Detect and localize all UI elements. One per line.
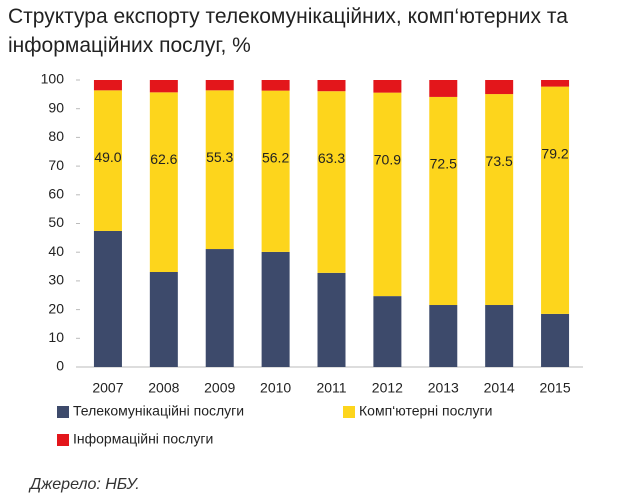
bar-segment bbox=[93, 90, 122, 231]
source-note: Джерело: НБУ. bbox=[30, 476, 140, 493]
value-label: 72.5 bbox=[430, 156, 457, 172]
y-tick-label: 20 bbox=[48, 300, 64, 316]
y-tick-label: 70 bbox=[48, 157, 64, 173]
y-tick-label: 50 bbox=[48, 214, 64, 230]
bar-segment bbox=[485, 305, 514, 367]
legend-swatch bbox=[343, 406, 355, 418]
bar-segment bbox=[205, 249, 234, 367]
bar-segment bbox=[541, 86, 570, 314]
bar-segment bbox=[149, 80, 178, 93]
bar-segment bbox=[205, 80, 234, 91]
chart-title: Структура експорту телекомунікаційних, к… bbox=[8, 5, 568, 57]
y-tick-label: 0 bbox=[56, 358, 64, 374]
bar-segment bbox=[317, 80, 346, 92]
value-label: 49.0 bbox=[94, 149, 121, 165]
bar-segment bbox=[261, 80, 290, 91]
x-tick-label: 2008 bbox=[148, 380, 179, 396]
value-label: 63.3 bbox=[318, 150, 345, 166]
bar-segment bbox=[93, 230, 122, 367]
value-label: 55.3 bbox=[206, 149, 233, 165]
y-tick-label: 100 bbox=[41, 71, 65, 87]
bar-segment bbox=[429, 96, 458, 306]
bar-segment bbox=[317, 91, 346, 273]
bar-segment bbox=[149, 272, 178, 367]
y-tick-label: 60 bbox=[48, 186, 64, 202]
bar-segment bbox=[429, 305, 458, 367]
legend-swatch bbox=[57, 434, 69, 446]
y-tick-label: 80 bbox=[48, 128, 64, 144]
x-tick-label: 2014 bbox=[484, 380, 515, 396]
bar-segment bbox=[261, 90, 290, 252]
x-tick-label: 2010 bbox=[260, 380, 291, 396]
bar-segment bbox=[205, 90, 234, 250]
bar-segment bbox=[373, 296, 402, 367]
bar-segment bbox=[261, 251, 290, 367]
bar-segment bbox=[373, 80, 402, 93]
bar-segment bbox=[541, 313, 570, 367]
bar-segment bbox=[485, 80, 514, 95]
bar-segment bbox=[93, 80, 122, 91]
value-label: 79.2 bbox=[541, 145, 568, 161]
x-tick-label: 2009 bbox=[204, 380, 235, 396]
bar-segment bbox=[149, 92, 178, 273]
value-label: 73.5 bbox=[486, 153, 513, 169]
x-tick-label: 2007 bbox=[92, 380, 123, 396]
y-tick-label: 10 bbox=[48, 329, 64, 345]
bar-segment bbox=[429, 80, 458, 97]
bar-segment bbox=[541, 80, 570, 87]
value-label: 62.6 bbox=[150, 151, 177, 167]
x-tick-label: 2011 bbox=[316, 380, 346, 396]
x-tick-label: 2015 bbox=[539, 380, 570, 396]
bar-segment bbox=[317, 272, 346, 367]
legend-label: Інформаційні послуги bbox=[73, 431, 213, 447]
y-tick-label: 30 bbox=[48, 272, 64, 288]
x-tick-label: 2013 bbox=[428, 380, 459, 396]
bar-segment bbox=[373, 92, 402, 297]
legend-label: Телекомунікаційні послуги bbox=[73, 403, 244, 419]
chart: 0 10 20 30 40 50 60 70 80 90 100 2007 49.0 2008 62.6 20… bbox=[41, 71, 583, 447]
y-tick-label: 90 bbox=[48, 99, 64, 115]
value-label: 70.9 bbox=[374, 151, 401, 167]
y-tick-label: 40 bbox=[48, 243, 64, 259]
value-label: 56.2 bbox=[262, 149, 289, 165]
legend-swatch bbox=[57, 406, 69, 418]
x-tick-label: 2012 bbox=[372, 380, 403, 396]
bar-segment bbox=[485, 94, 514, 306]
legend-label: Комп‘ютерні послуги bbox=[359, 403, 492, 419]
